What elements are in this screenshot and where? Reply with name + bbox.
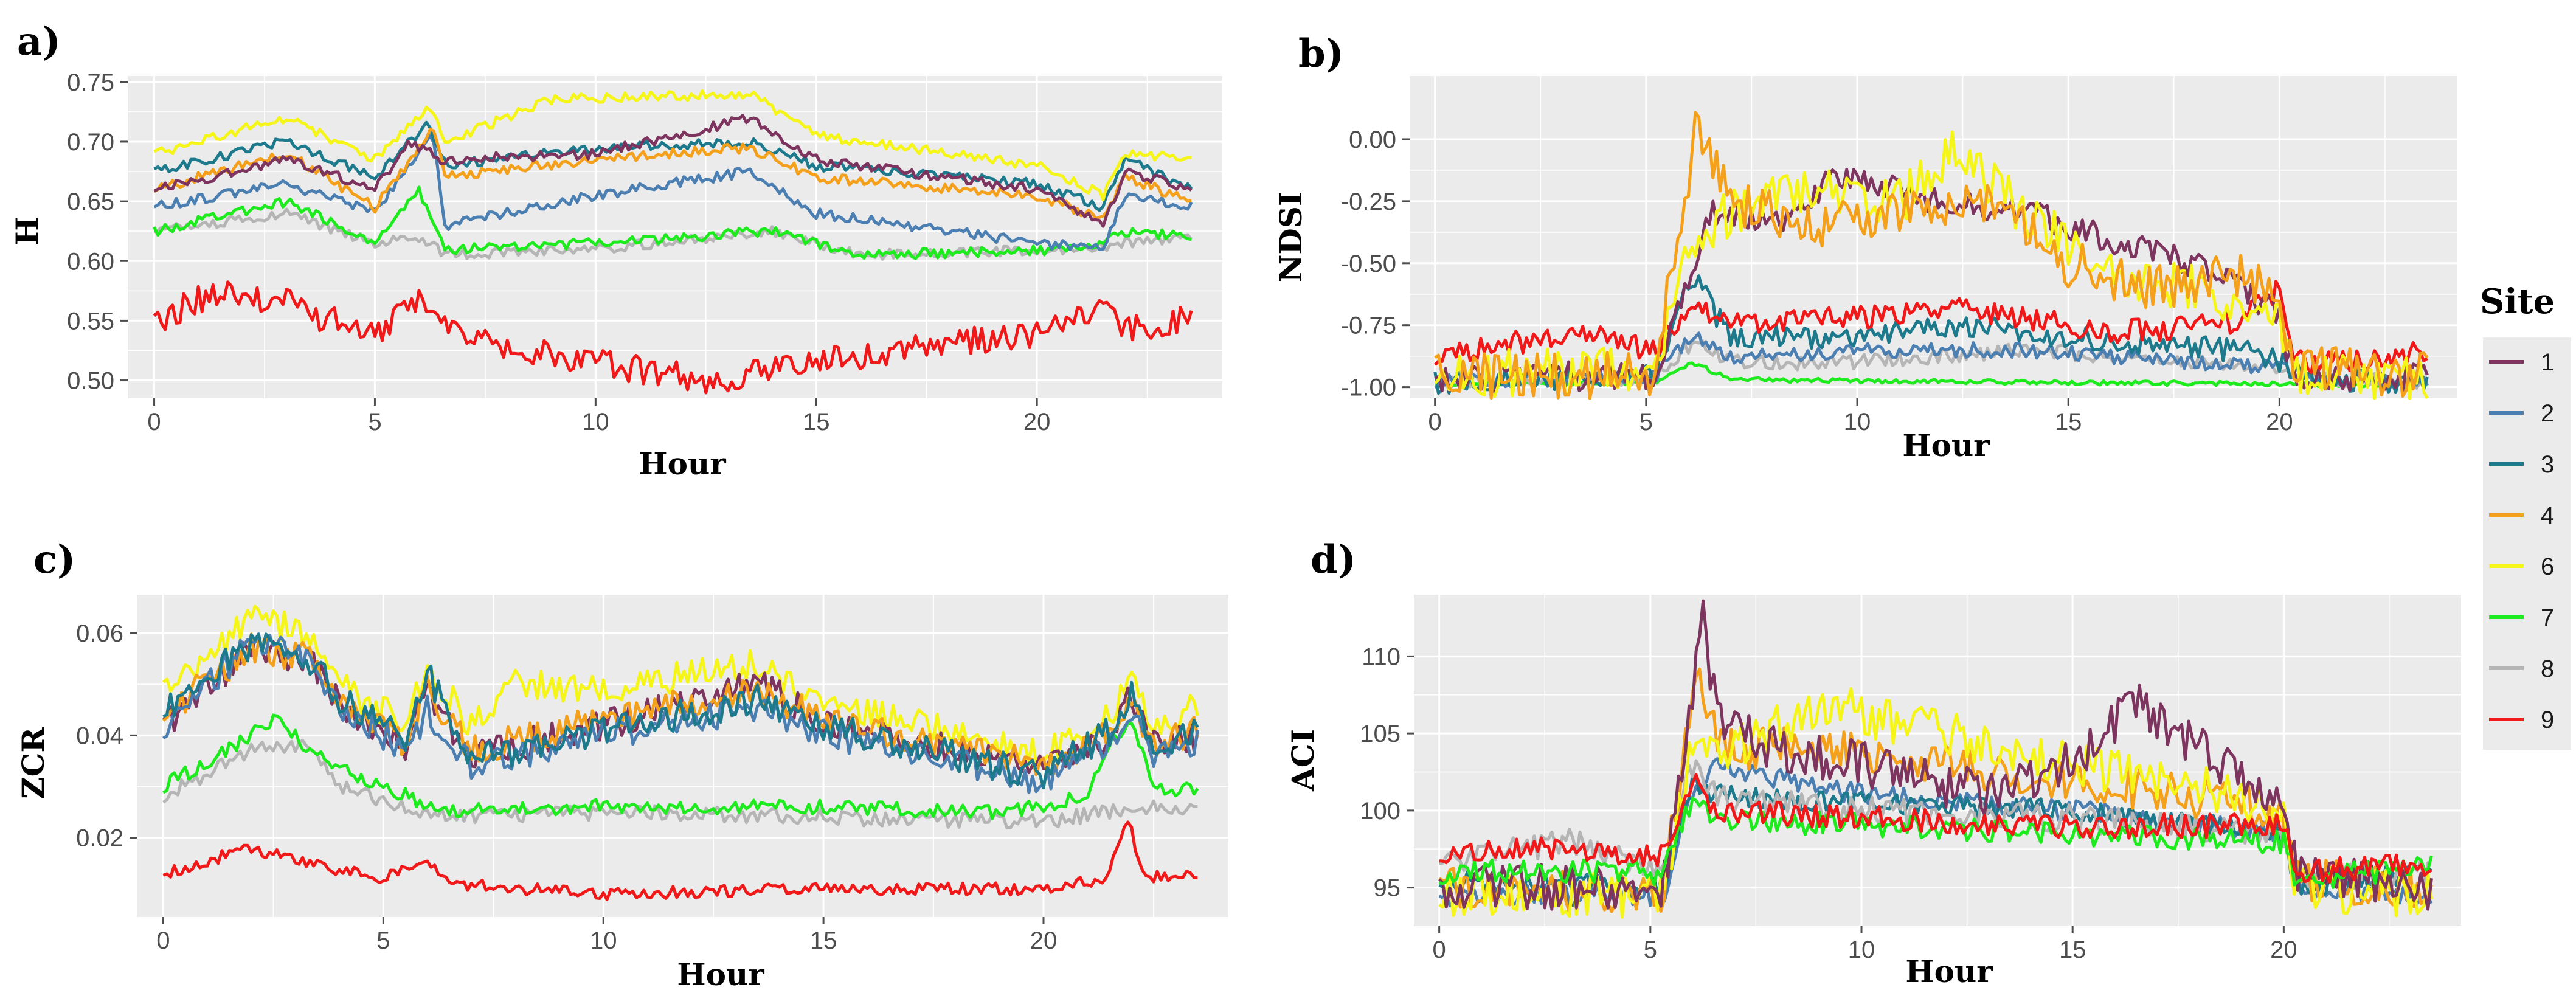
series-line-a-site-9 [153, 280, 1193, 395]
xtick-label-c-3: 15 [810, 927, 837, 954]
panel-c-series [162, 604, 1199, 901]
series-line-a-site-6 [153, 89, 1192, 202]
series-line-a-site-2 [153, 134, 1193, 251]
series-line-d-site-1 [1438, 599, 2433, 911]
legend-label-site-7: 7 [2541, 604, 2554, 631]
legend-items: 1 2 3 4 6 7 8 9 [2489, 349, 2554, 733]
panel-a-series [153, 89, 1193, 395]
xtick-label-c-2: 10 [590, 927, 617, 954]
legend-label-site-9: 9 [2541, 707, 2554, 733]
panel-a-letter: a) [17, 19, 61, 64]
xtick-label-a-3: 15 [803, 409, 830, 435]
panel-d-x-axis-title: Hour [1905, 953, 1993, 989]
panel-d-y-ticks: 95 100 105 110 [1360, 643, 1401, 901]
ytick-label-b-1: -0.75 [1341, 313, 1396, 339]
ytick-label-a-5: 0.75 [67, 69, 114, 96]
ytick-label-d-0: 95 [1374, 875, 1401, 902]
ytick-label-b-2: -0.50 [1341, 251, 1396, 277]
ytick-label-a-0: 0.50 [67, 368, 114, 395]
ytick-label-c-0: 0.02 [76, 825, 123, 852]
xtick-label-d-0: 0 [1433, 936, 1446, 963]
ytick-label-a-2: 0.60 [67, 248, 114, 275]
series-line-c-site-2 [162, 632, 1199, 794]
panel-d-x-ticks: 0 5 10 15 20 [1433, 936, 2297, 963]
panel-d-grid [1407, 595, 2461, 933]
series-line-a-site-7 [153, 185, 1192, 260]
legend-label-site-6: 6 [2541, 553, 2554, 580]
xtick-label-b-2: 10 [1844, 409, 1871, 435]
legend-label-site-1: 1 [2541, 349, 2554, 376]
legend-title: Site [2480, 282, 2555, 322]
panel-d-letter: d) [1311, 537, 1356, 583]
ytick-label-b-3: -0.25 [1341, 189, 1396, 215]
panel-a-x-ticks: 0 5 10 15 20 [147, 409, 1050, 435]
xtick-label-a-1: 5 [368, 409, 381, 435]
series-line-c-site-7 [162, 713, 1199, 820]
xtick-label-d-1: 5 [1644, 936, 1657, 963]
ytick-label-d-1: 100 [1360, 798, 1401, 825]
panel-c-y-axis-title: ZCR [15, 727, 51, 799]
panel-d-y-axis-title: ACI [1285, 729, 1321, 792]
xtick-label-b-1: 5 [1639, 409, 1653, 435]
series-line-c-site-1 [162, 637, 1199, 775]
panel-c: c) 0.02 0.04 0.06 0 5 10 15 20 Hour ZCR [15, 537, 1228, 992]
ytick-label-a-4: 0.70 [67, 129, 114, 156]
xtick-label-b-3: 15 [2055, 409, 2082, 435]
panel-b-x-ticks: 0 5 10 15 20 [1428, 409, 2293, 435]
xtick-label-c-0: 0 [156, 927, 170, 954]
ytick-label-b-0: -1.00 [1341, 375, 1396, 401]
ytick-label-d-2: 105 [1360, 721, 1401, 747]
panel-a-y-ticks: 0.50 0.55 0.60 0.65 0.70 0.75 [67, 69, 114, 395]
panel-a-y-axis-title: H [9, 216, 45, 245]
xtick-label-a-0: 0 [147, 409, 161, 435]
series-line-c-site-9 [162, 820, 1198, 901]
panel-d: d) 95 100 105 110 0 5 10 15 20 Hour ACI [1285, 537, 2461, 989]
ytick-label-c-2: 0.06 [76, 620, 123, 647]
xtick-label-c-1: 5 [376, 927, 390, 954]
panel-c-y-ticks: 0.02 0.04 0.06 [76, 620, 123, 852]
xtick-label-b-0: 0 [1428, 409, 1442, 435]
series-line-c-site-6 [162, 604, 1199, 766]
ytick-label-b-4: 0.00 [1349, 126, 1396, 153]
panel-b-y-ticks: -1.00 -0.75 -0.50 -0.25 0.00 [1341, 126, 1396, 401]
xtick-label-d-2: 10 [1848, 936, 1875, 963]
xtick-label-a-2: 10 [582, 409, 609, 435]
legend-label-site-2: 2 [2541, 400, 2554, 427]
ytick-label-c-1: 0.04 [76, 722, 123, 749]
xtick-label-d-4: 20 [2270, 936, 2297, 963]
xtick-label-d-3: 15 [2059, 936, 2086, 963]
panel-c-letter: c) [33, 537, 75, 583]
legend-label-site-3: 3 [2541, 451, 2554, 478]
panel-a-x-axis-title: Hour [639, 446, 726, 482]
legend-label-site-8: 8 [2541, 656, 2554, 682]
panel-b-series [1433, 111, 2429, 400]
ytick-label-a-3: 0.65 [67, 189, 114, 215]
panel-a: a) 0.50 0.55 0.60 0.65 0.70 0.75 0 5 10 … [9, 19, 1222, 482]
series-line-b-site-1 [1434, 168, 2429, 393]
series-line-a-site-4 [153, 128, 1192, 220]
series-line-a-site-1 [153, 114, 1193, 228]
legend-label-site-4: 4 [2541, 502, 2554, 529]
series-line-b-site-4 [1434, 111, 2429, 400]
series-line-b-site-6 [1433, 130, 2429, 400]
ytick-label-d-3: 110 [1362, 643, 1401, 670]
xtick-label-b-4: 20 [2266, 409, 2293, 435]
panel-b-letter: b) [1298, 31, 1344, 77]
series-line-d-site-9 [1439, 773, 2432, 884]
panel-b-x-axis-title: Hour [1902, 427, 1990, 463]
xtick-label-a-4: 20 [1023, 409, 1051, 435]
panel-b-y-axis-title: NDSI [1273, 192, 1309, 283]
legend: Site 1 2 3 4 6 7 8 9 [2480, 282, 2571, 750]
panel-c-x-ticks: 0 5 10 15 20 [156, 927, 1057, 954]
xtick-label-c-4: 20 [1030, 927, 1058, 954]
panel-d-series [1438, 599, 2433, 919]
series-line-b-site-3 [1433, 274, 2429, 395]
legend-key-background [2483, 337, 2571, 750]
series-line-c-site-8 [162, 739, 1198, 829]
series-line-c-site-3 [162, 632, 1199, 790]
ytick-label-a-1: 0.55 [67, 308, 114, 334]
panel-b: b) -1.00 -0.75 -0.50 -0.25 0.00 0 5 10 1… [1273, 31, 2457, 463]
panel-c-x-axis-title: Hour [677, 957, 764, 992]
